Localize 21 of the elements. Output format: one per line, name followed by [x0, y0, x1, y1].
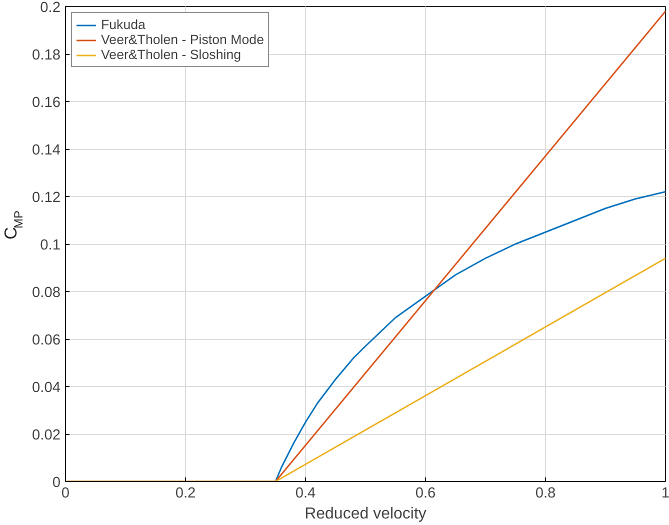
y-tick-label: 0.18	[32, 48, 61, 64]
x-tick-label: 0.4	[295, 486, 316, 502]
y-tick-label: 0	[52, 475, 61, 491]
legend-label: Veer&Tholen - Piston Mode	[101, 32, 264, 47]
x-tick-label: 0.6	[415, 486, 436, 502]
y-tick-label: 0.1	[40, 238, 60, 254]
legend-label: Veer&Tholen - Sloshing	[101, 47, 242, 62]
y-tick-label: 0.16	[32, 95, 61, 111]
y-tick-label: 0.08	[32, 285, 61, 301]
y-tick-label: 0.14	[32, 142, 61, 158]
y-tick-label: 0.04	[32, 380, 61, 396]
x-tick-label: 1	[661, 486, 669, 502]
y-axis-title: CMP	[0, 210, 26, 240]
y-tick-label: 0.02	[32, 428, 61, 444]
x-axis-title: Reduced velocity	[304, 506, 426, 522]
legend-label: Fukuda	[101, 17, 146, 32]
y-tick-label: 0.12	[32, 190, 61, 206]
y-tick-label: 0.2	[40, 0, 60, 16]
y-tick-label: 0.06	[32, 332, 61, 348]
x-tick-label: 0.2	[175, 486, 196, 502]
x-tick-label: 0.8	[535, 486, 556, 502]
